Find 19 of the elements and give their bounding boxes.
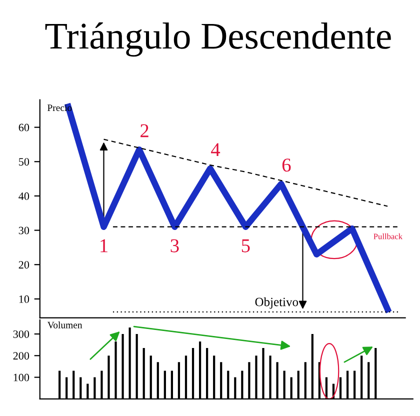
y-tick-label: 40: [18, 192, 30, 200]
annotation: Objetivo: [255, 297, 298, 309]
y-tick-label: 200: [13, 352, 30, 360]
y-tick-label: 100: [14, 374, 30, 382]
annotation: 4: [211, 143, 220, 156]
y-tick-label: 10: [19, 295, 30, 303]
annotation: 6: [282, 158, 291, 172]
annotation: Pullback: [374, 233, 403, 240]
annotation: 3: [170, 239, 179, 252]
annotation: 1: [100, 239, 108, 252]
y-axis-title: Volumen: [47, 321, 82, 328]
y-tick-label: 60: [18, 124, 30, 132]
y-tick-label: 50: [19, 158, 30, 166]
annotation: 2: [140, 124, 148, 138]
annotation: 5: [242, 239, 250, 252]
y-tick-label: 300: [13, 330, 30, 338]
y-tick-label: 30: [18, 226, 30, 234]
y-tick-label: 20: [18, 261, 30, 269]
chart-title: Triángulo Descendente: [45, 22, 391, 57]
